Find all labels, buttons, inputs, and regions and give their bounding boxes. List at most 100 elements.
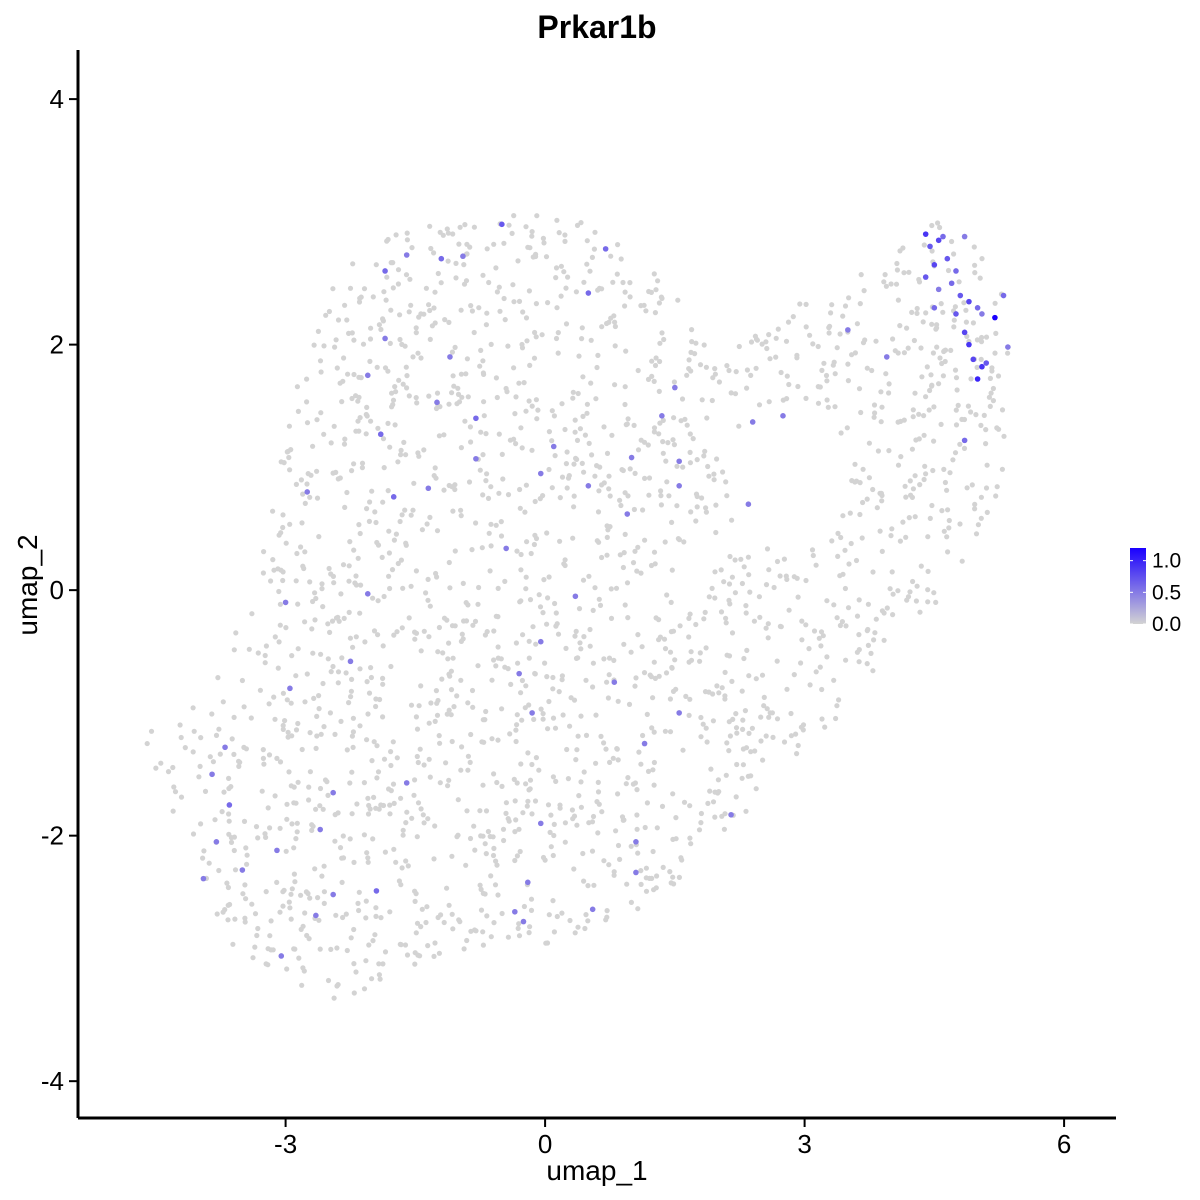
cell-point xyxy=(358,294,364,300)
expressing-cell-point xyxy=(935,286,942,293)
cell-point xyxy=(304,932,310,939)
cell-point xyxy=(472,618,479,625)
cell-point xyxy=(260,755,266,762)
cell-point xyxy=(986,394,993,400)
cell-point xyxy=(280,722,286,729)
cell-point xyxy=(910,407,916,413)
cell-point xyxy=(148,728,155,734)
cell-point xyxy=(953,375,960,381)
cell-point xyxy=(198,735,204,741)
cell-point xyxy=(607,493,613,499)
cell-point xyxy=(861,288,867,294)
cell-point xyxy=(244,852,250,858)
cell-point xyxy=(784,373,790,379)
cell-point xyxy=(904,325,910,331)
cell-point xyxy=(524,338,530,344)
cell-point xyxy=(670,791,676,797)
cell-point xyxy=(656,388,662,394)
cell-point xyxy=(657,634,664,640)
cell-point xyxy=(231,834,237,840)
cell-point xyxy=(913,598,920,604)
cell-point xyxy=(463,618,470,624)
cell-point xyxy=(491,771,497,777)
cell-point xyxy=(403,364,409,370)
cell-point xyxy=(489,677,495,683)
cell-point xyxy=(595,509,602,515)
cell-point xyxy=(263,889,269,895)
cell-point xyxy=(263,834,269,841)
cell-point xyxy=(819,716,825,722)
cell-point xyxy=(309,827,315,834)
cell-point xyxy=(784,396,790,402)
cell-point xyxy=(426,393,432,399)
cell-point xyxy=(522,705,528,711)
cell-point xyxy=(642,475,648,481)
cell-point xyxy=(302,500,308,506)
expressing-cell-point xyxy=(979,363,985,370)
cell-point xyxy=(995,373,1002,379)
cell-point xyxy=(321,863,327,869)
cell-point xyxy=(678,855,684,861)
cell-point xyxy=(570,389,576,395)
cell-point xyxy=(465,753,471,759)
cell-point xyxy=(284,697,290,703)
cell-point xyxy=(793,731,799,737)
cell-point xyxy=(285,729,291,735)
cell-point xyxy=(736,343,742,350)
cell-point xyxy=(471,823,477,829)
cell-point xyxy=(795,383,801,390)
cell-point xyxy=(240,891,246,897)
cell-point xyxy=(397,336,403,343)
cell-point xyxy=(553,275,559,281)
cell-point xyxy=(580,577,587,583)
cell-point xyxy=(486,530,492,536)
cell-point xyxy=(473,928,479,934)
cell-point xyxy=(596,801,602,807)
cell-point xyxy=(583,732,590,739)
cell-point xyxy=(375,542,382,548)
cell-point xyxy=(953,422,960,428)
cell-point xyxy=(261,761,267,767)
cell-point xyxy=(972,262,978,268)
cell-point xyxy=(531,716,537,723)
cell-point xyxy=(551,929,558,935)
cell-point xyxy=(921,242,927,248)
cell-point xyxy=(468,303,474,309)
cell-point xyxy=(881,279,887,285)
cell-point xyxy=(307,494,313,500)
cell-point xyxy=(486,279,492,286)
expressing-cell-point xyxy=(970,356,977,363)
cell-point xyxy=(325,792,331,799)
cell-point xyxy=(518,425,524,431)
cell-point xyxy=(829,302,835,308)
cell-point xyxy=(467,424,473,430)
cell-point xyxy=(255,835,261,841)
cell-point xyxy=(595,352,601,358)
cell-point xyxy=(291,946,297,952)
cell-point xyxy=(651,549,658,555)
cell-point xyxy=(694,504,700,510)
cell-point xyxy=(304,399,310,405)
cell-point xyxy=(394,629,400,635)
cell-point xyxy=(978,515,984,521)
cell-point xyxy=(729,574,736,580)
cell-point xyxy=(265,805,271,811)
cell-point xyxy=(267,933,273,939)
cell-point xyxy=(786,607,792,613)
cell-point xyxy=(222,907,228,913)
cell-point xyxy=(631,422,637,428)
cell-point xyxy=(493,522,499,528)
cell-point xyxy=(595,779,601,786)
cell-point xyxy=(391,846,397,852)
cell-point xyxy=(491,241,497,247)
cell-point xyxy=(525,798,531,804)
cell-point xyxy=(873,616,879,622)
cell-point xyxy=(197,763,203,770)
cell-point xyxy=(608,315,614,321)
cell-point xyxy=(505,816,511,822)
cell-point xyxy=(441,487,447,493)
cell-point xyxy=(853,557,860,564)
cell-point xyxy=(364,737,370,743)
cell-point xyxy=(347,635,353,641)
cell-point xyxy=(599,482,605,488)
